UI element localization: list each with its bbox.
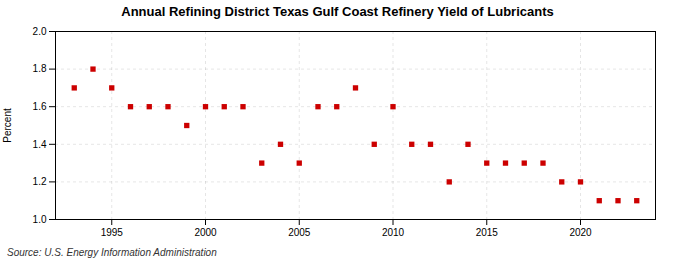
svg-text:2005: 2005 — [288, 227, 311, 238]
svg-text:1.2: 1.2 — [33, 176, 47, 187]
svg-text:2015: 2015 — [476, 227, 499, 238]
svg-text:1995: 1995 — [101, 227, 124, 238]
svg-text:1.0: 1.0 — [33, 214, 47, 225]
svg-text:1.4: 1.4 — [33, 139, 47, 150]
html-text:Annual Refining District Texas: Annual Refining District Texas Gulf Coas… — [121, 4, 554, 19]
svg-text:2010: 2010 — [382, 227, 405, 238]
svg-text:2000: 2000 — [194, 227, 217, 238]
svg-text:Percent: Percent — [2, 108, 13, 143]
svg-text:1.6: 1.6 — [33, 101, 47, 112]
svg-text:2.0: 2.0 — [33, 26, 47, 37]
svg-text:1.8: 1.8 — [33, 63, 47, 74]
svg-text:2020: 2020 — [569, 227, 592, 238]
html-text:Source: U.S. Energy Informatio: Source: U.S. Energy Information Administ… — [7, 247, 217, 258]
